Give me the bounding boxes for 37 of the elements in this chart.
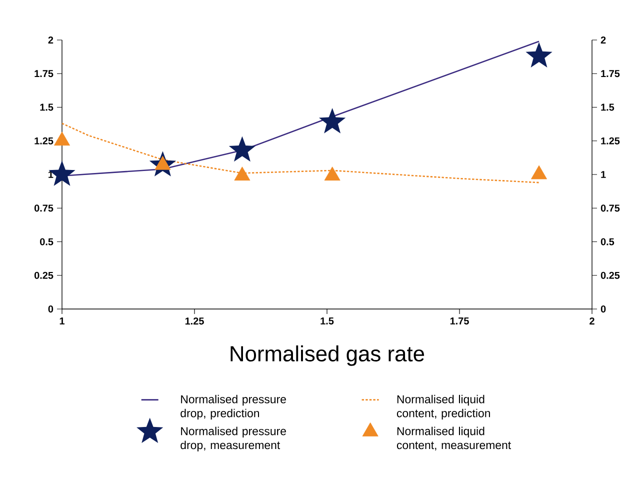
- y-tick-label: 2: [48, 36, 54, 44]
- legend-label: Normalised pressure drop, measurement: [180, 426, 286, 452]
- y-tick-label: 0: [48, 305, 54, 313]
- y2-tick-label: 0.75: [600, 204, 620, 212]
- x-tick-label: 1: [60, 318, 64, 324]
- point: [228, 136, 256, 162]
- y-tick-label: 0.25: [34, 272, 54, 279]
- y-tick-label: 0.75: [34, 204, 54, 212]
- line-series: [62, 122, 540, 184]
- legend-label: Normalised liquid content, prediction: [396, 394, 490, 420]
- y2-tick-label: 1.25: [601, 137, 620, 144]
- point: [324, 166, 340, 181]
- x-tick-label: 1.5: [320, 318, 334, 324]
- y2-tick-label: 1: [601, 171, 606, 178]
- y2-tick-label: 0.5: [600, 238, 614, 246]
- point: [234, 166, 250, 181]
- y-tick-label: 0.5: [40, 238, 54, 246]
- point: [526, 42, 552, 68]
- legend-label: Normalised liquid content, measurement: [396, 426, 511, 451]
- point: [54, 132, 70, 146]
- point: [48, 160, 76, 186]
- y2-tick-label: 2: [600, 36, 606, 44]
- point: [531, 165, 547, 180]
- x-tick-label: 1.75: [450, 318, 469, 324]
- y-tick-label: 1.75: [34, 70, 54, 78]
- x-axis-title: Normalised gas rate: [230, 345, 424, 366]
- y2-tick-label: 0: [600, 305, 606, 313]
- y-tick-label: 1.5: [40, 104, 54, 111]
- x-tick-label: 1.25: [185, 318, 204, 325]
- y2-tick-label: 1.75: [601, 70, 620, 78]
- point: [154, 156, 171, 170]
- y2-tick-label: 0.25: [600, 272, 620, 279]
- x-tick-label: 2: [590, 318, 594, 324]
- point: [318, 108, 346, 134]
- y-tick-label: 1.25: [34, 137, 54, 144]
- y2-tick-label: 1.5: [601, 104, 614, 111]
- legend-label: Normalised pressure drop, prediction: [180, 394, 286, 420]
